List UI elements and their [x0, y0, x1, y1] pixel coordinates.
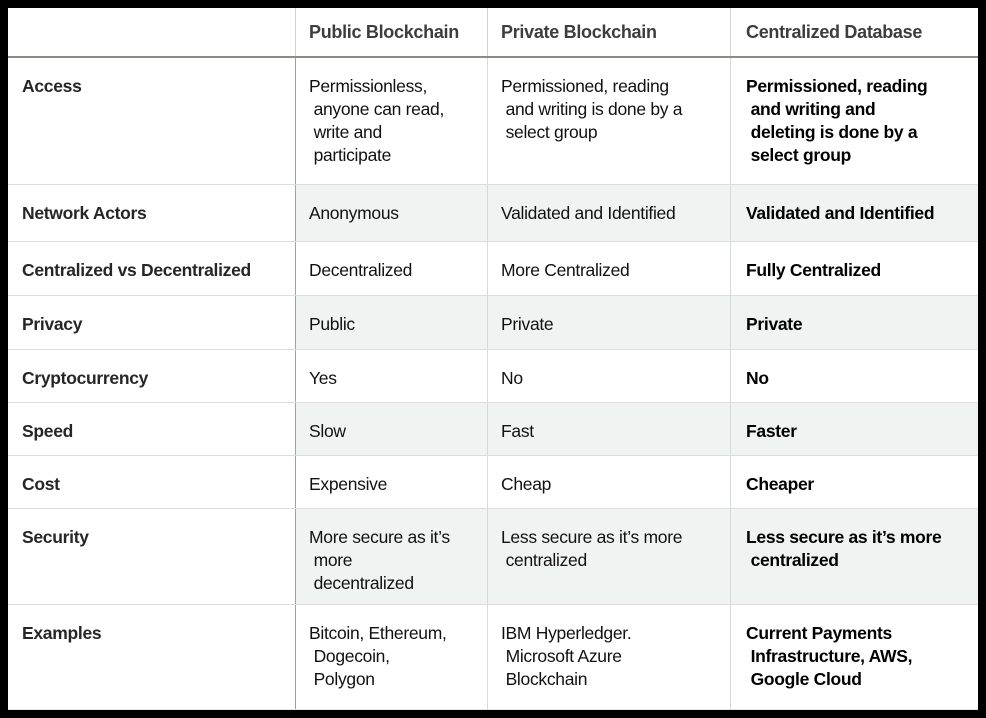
row-label: Cryptocurrency [22, 368, 149, 388]
row-label: Centralized vs Decentralized [22, 260, 251, 280]
cell-public: Decentralized [295, 242, 487, 295]
header-empty-cell [8, 8, 295, 56]
cell-public: More secure as it’s more decentralized [295, 509, 487, 604]
table-body: Access Permissionless, anyone can read, … [8, 58, 978, 710]
cell-private: IBM Hyperledger. Microsoft Azure Blockch… [487, 605, 730, 709]
table-row-privacy: Privacy Public Private Private [8, 296, 978, 350]
cell-public: Expensive [295, 456, 487, 508]
table-row-cryptocurrency: Cryptocurrency Yes No No [8, 350, 978, 403]
cell-private: Cheap [487, 456, 730, 508]
cell-centralized: Less secure as it’s more centralized [730, 509, 978, 604]
cell-public: Anonymous [295, 185, 487, 241]
row-label: Security [22, 527, 89, 547]
cell-private: Less secure as it’s more centralized [487, 509, 730, 604]
cell-private: No [487, 350, 730, 402]
cell-public: Yes [295, 350, 487, 402]
table-header-row: Public Blockchain Private Blockchain Cen… [8, 8, 978, 58]
table-row-examples: Examples Bitcoin, Ethereum, Dogecoin, Po… [8, 605, 978, 710]
cell-private: Private [487, 296, 730, 349]
table-row-access: Access Permissionless, anyone can read, … [8, 58, 978, 185]
header-private-blockchain: Private Blockchain [487, 8, 730, 56]
cell-private: Fast [487, 403, 730, 455]
row-label: Privacy [22, 314, 83, 334]
cell-centralized: No [730, 350, 978, 402]
table-row-centralized-vs-decentralized: Centralized vs Decentralized Decentraliz… [8, 242, 978, 296]
row-label: Speed [22, 421, 74, 441]
cell-centralized: Validated and Identified [730, 185, 978, 241]
cell-centralized: Permissioned, reading and writing and de… [730, 58, 978, 184]
cell-centralized: Faster [730, 403, 978, 455]
table-row-cost: Cost Expensive Cheap Cheaper [8, 456, 978, 509]
table-row-speed: Speed Slow Fast Faster [8, 403, 978, 456]
cell-private: More Centralized [487, 242, 730, 295]
table-row-security: Security More secure as it’s more decent… [8, 509, 978, 605]
cell-public: Bitcoin, Ethereum, Dogecoin, Polygon [295, 605, 487, 709]
row-label: Examples [22, 623, 102, 643]
header-public-blockchain: Public Blockchain [295, 8, 487, 56]
cell-public: Permissionless, anyone can read, write a… [295, 58, 487, 184]
row-label: Access [22, 76, 82, 96]
cell-centralized: Cheaper [730, 456, 978, 508]
cell-centralized: Private [730, 296, 978, 349]
row-label: Network Actors [22, 203, 147, 223]
row-label: Cost [22, 474, 60, 494]
cell-private: Permissioned, reading and writing is don… [487, 58, 730, 184]
cell-private: Validated and Identified [487, 185, 730, 241]
cell-public: Public [295, 296, 487, 349]
header-centralized-database: Centralized Database [730, 8, 978, 56]
cell-public: Slow [295, 403, 487, 455]
table-row-network-actors: Network Actors Anonymous Validated and I… [8, 185, 978, 242]
comparison-table: Public Blockchain Private Blockchain Cen… [8, 8, 978, 710]
cell-centralized: Fully Centralized [730, 242, 978, 295]
cell-centralized: Current Payments Infrastructure, AWS, Go… [730, 605, 978, 709]
